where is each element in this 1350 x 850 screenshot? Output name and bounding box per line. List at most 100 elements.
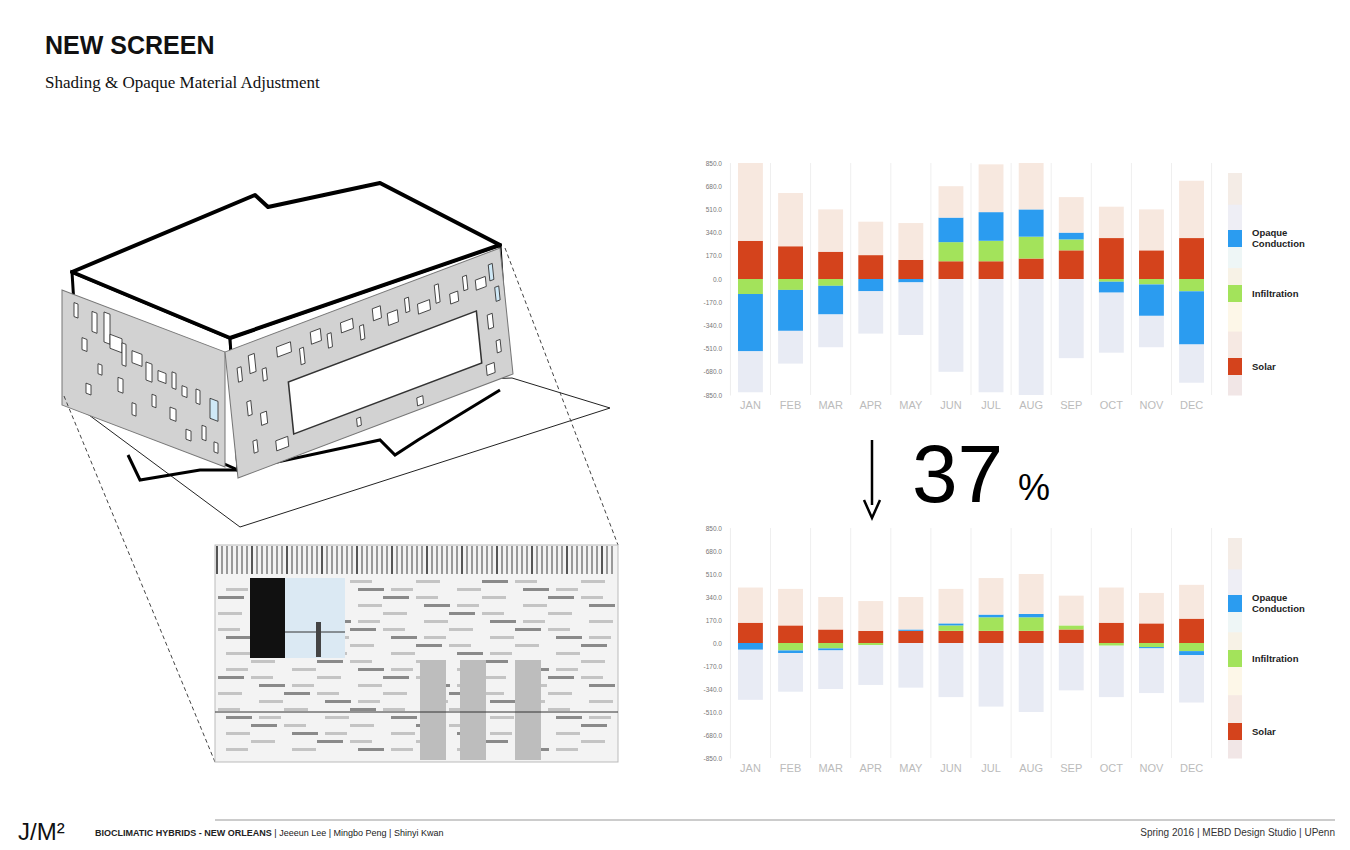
bar-segment [1139,209,1164,250]
rendering-slat [424,636,446,639]
bar-segment [778,279,803,290]
legend-label: OpaqueConduction [1252,227,1305,249]
rendering-slat [350,644,374,647]
x-tick-label: MAR [818,762,843,774]
bar-segment [898,260,923,279]
bar-segment [979,164,1004,212]
screen-perforation [404,297,409,313]
screen-perforation [475,276,486,290]
axis-line [730,529,731,759]
rendering-fin [586,546,588,574]
rendering-slat [358,588,384,591]
rendering-slat [358,604,382,607]
x-tick-label: SEP [1060,762,1082,774]
bar-segment [1019,574,1044,614]
x-tick-label: OCT [1100,399,1124,411]
rendering-slat [350,724,374,727]
rendering-fin [256,546,258,574]
rendering-slat [548,676,574,679]
bar-segment [1139,279,1164,284]
rendering-slat [383,708,405,711]
rendering-fin [231,546,233,574]
screen-perforation [196,389,200,405]
x-tick: FEB [780,758,801,774]
rendering-fin [541,546,543,574]
grid-line [1091,528,1092,758]
rendering-slat [556,748,578,751]
x-tick: FEB [780,395,801,411]
bar-segment [1059,643,1084,690]
bar-segment [858,279,883,291]
rendering-slat [523,620,545,623]
grid-line [1131,528,1132,758]
y-tick: -680.0 [704,368,730,375]
x-tick-label: JAN [740,399,761,411]
bar-segment [979,643,1004,707]
bars [738,163,1204,395]
bar-segment [818,648,843,650]
rendering-railing [215,712,618,713]
bar-segment [1019,237,1044,259]
rendering-fin [576,546,578,574]
rendering-fin [331,546,333,574]
rendering-slat [226,668,248,671]
rendering-slat [581,740,605,743]
x-tick: OCT [1100,758,1124,774]
rendering-fin [356,546,358,574]
rendering-slat [416,580,440,583]
rendering-slat [218,708,240,711]
bar-segment [738,623,763,643]
rendering-fin [551,546,553,574]
rendering-slat [383,676,409,679]
rendering-slat [556,716,582,719]
bar-segment [738,643,763,650]
bar-segment [858,643,883,645]
screen-perforation [495,286,500,302]
screen-perforation [434,284,440,304]
bar-segment [979,279,1004,392]
screen-perforation [186,429,191,441]
rendering-fin [461,546,463,574]
bar-segment [1059,596,1084,626]
screen-perforation [357,417,362,427]
bar-segment [1099,588,1124,623]
x-tick-label: JUL [981,399,1001,411]
bar-segment [898,223,923,260]
grid-line [890,528,891,758]
grid-line [890,163,891,395]
screen-rendering [215,545,618,762]
rendering-fin [406,546,408,574]
y-tick: 680.0 [706,548,730,555]
grid-line [770,163,771,395]
screen-perforation [387,310,398,326]
bar-segment [858,291,883,333]
x-tick: MAY [899,758,923,774]
bar-segment [1139,316,1164,347]
screen-perforation [417,300,430,315]
reduction-annotation: 37% [864,428,1050,519]
rendering-slat [358,684,382,687]
reduction-value: 37 [912,428,1003,519]
rendering-slat [490,620,516,623]
bar-segment [1179,279,1204,291]
rendering-fin [516,546,518,574]
rendering-slat [284,692,310,695]
rendering-slat [218,692,242,695]
rendering-slat [251,740,275,743]
screen-perforation [92,311,97,333]
rendering-slat [358,620,380,623]
y-tick: -510.0 [704,345,730,352]
rendering-slat [416,644,442,647]
screen-panel [225,248,513,478]
x-tick-label: SEP [1060,399,1082,411]
screen-perforation [417,396,424,406]
screen-perforation [98,364,102,376]
legend-strip [1228,300,1242,332]
screen-perforation [132,403,136,417]
screen-perforation [450,291,459,304]
rendering-fin [276,546,278,574]
rendering-slat [548,708,570,711]
grid-line [850,163,851,395]
bar-segment [738,163,763,241]
bar-segment [1099,643,1124,646]
